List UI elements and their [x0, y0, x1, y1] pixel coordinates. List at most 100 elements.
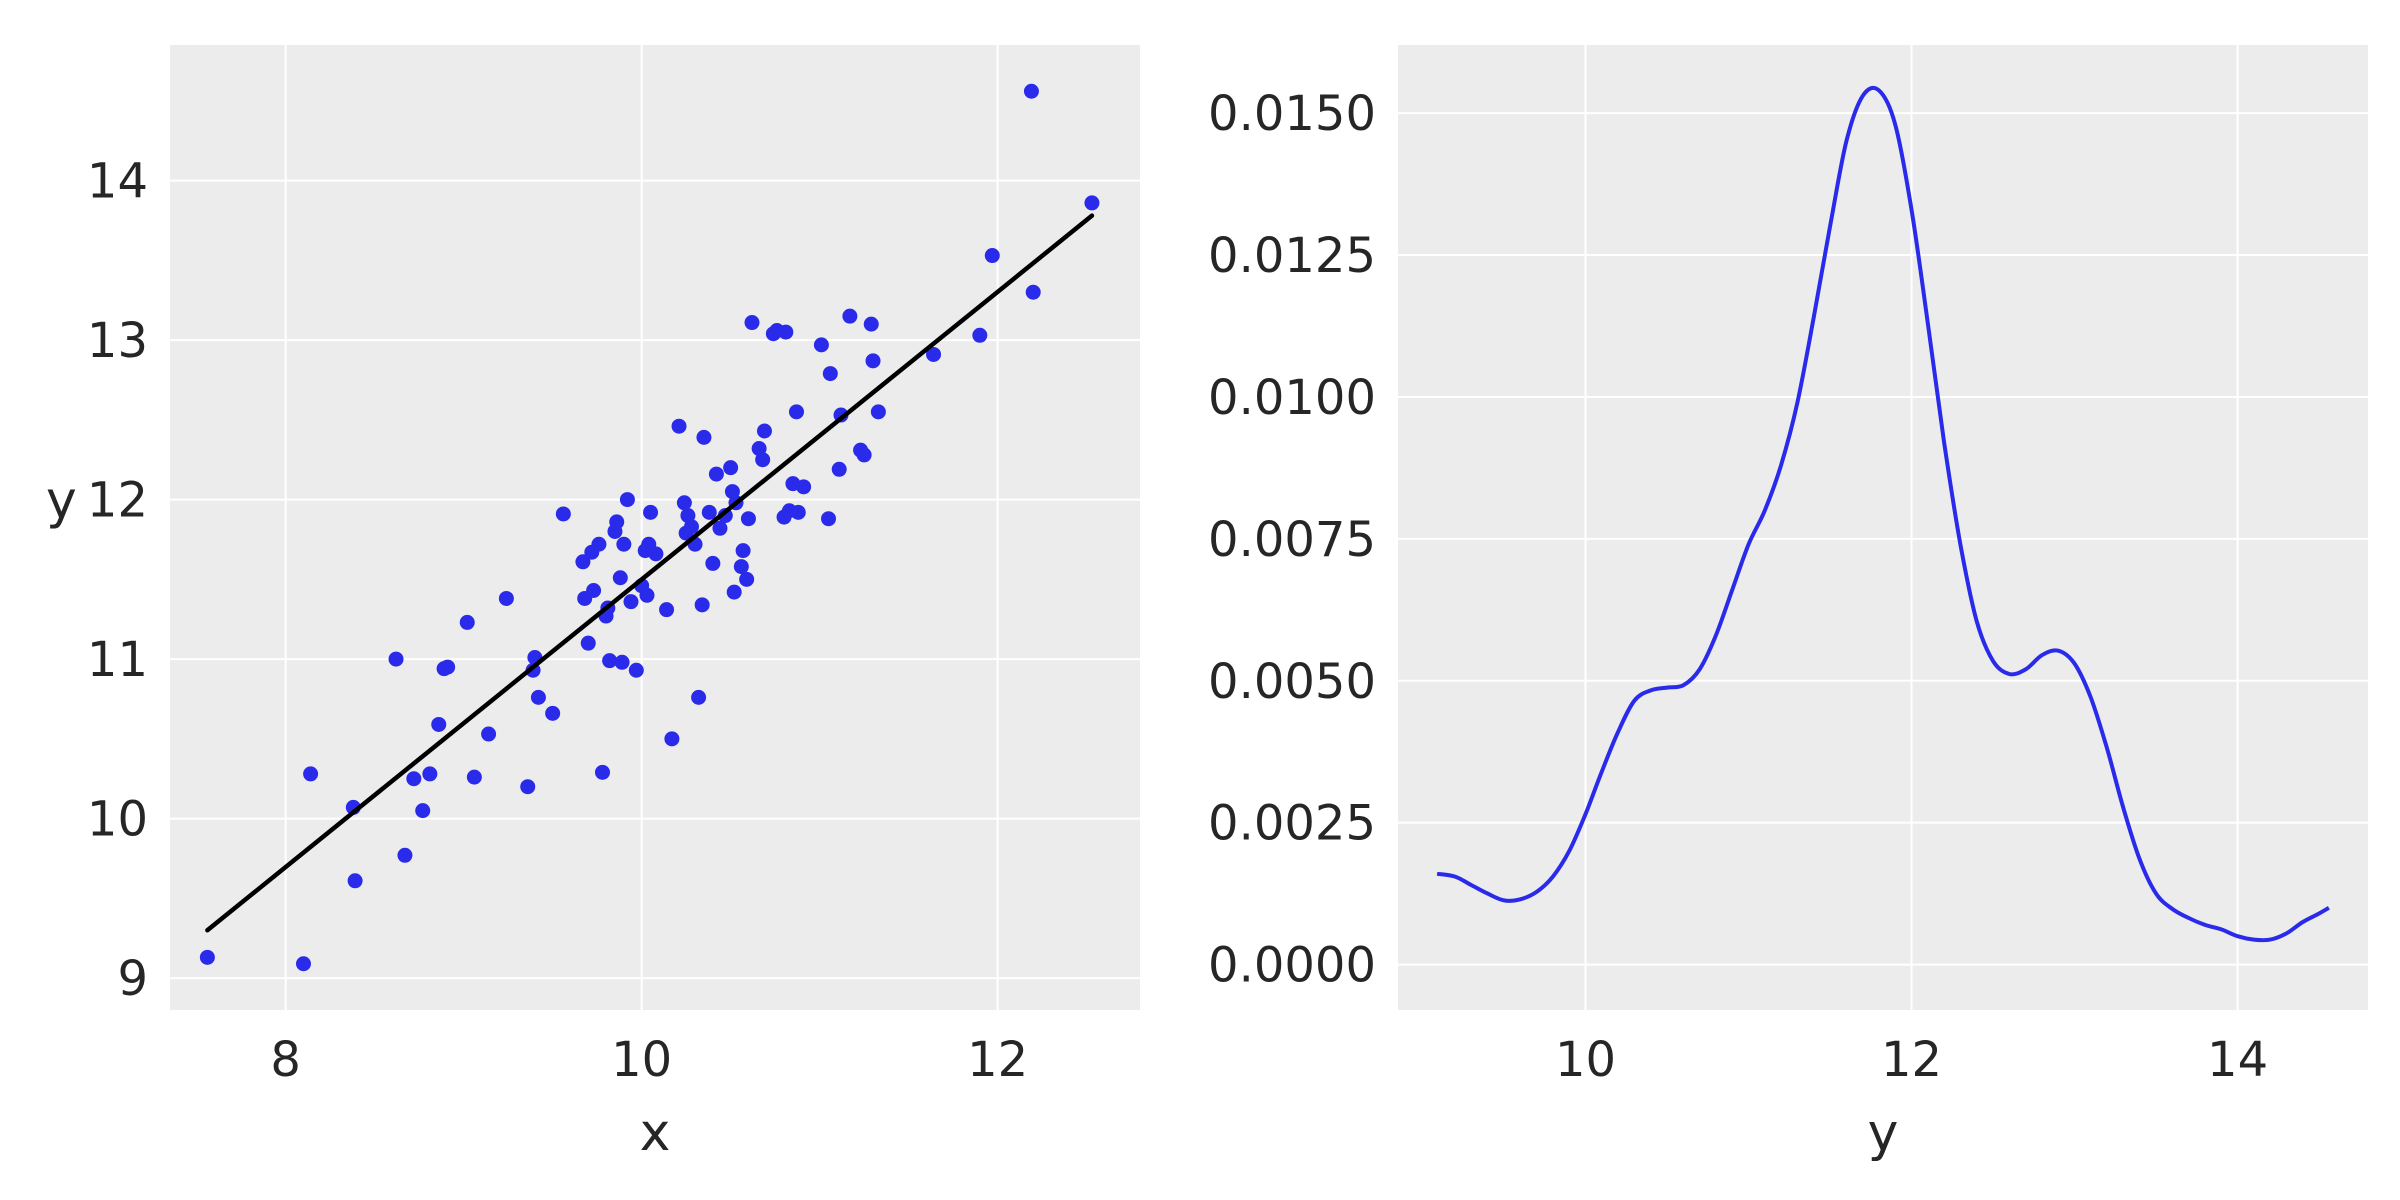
scatter-point [821, 511, 837, 527]
scatter-point [459, 614, 475, 630]
x-tick-label: 10 [1555, 1032, 1616, 1088]
scatter-point [755, 452, 771, 468]
y-tick-label: 12 [87, 473, 148, 529]
scatter-point [498, 590, 514, 606]
scatter-point [440, 659, 456, 675]
x-tick-label: 12 [967, 1032, 1028, 1088]
plot-area [170, 45, 1140, 1010]
scatter-point [1025, 284, 1041, 300]
scatter-point [623, 594, 639, 610]
scatter-point [481, 726, 497, 742]
scatter-point [303, 766, 319, 782]
scatter-point [717, 508, 733, 524]
scatter-point [594, 764, 610, 780]
scatter-point [926, 346, 942, 362]
scatter-point [612, 570, 628, 586]
scatter-point [347, 873, 363, 889]
scatter-point [870, 404, 886, 420]
scatter-point [616, 536, 632, 552]
scatter-point [701, 504, 717, 520]
scatter-point [466, 769, 482, 785]
y-tick-label: 0.0100 [1208, 370, 1376, 426]
scatter-point [591, 536, 607, 552]
y-tick-label: 0.0075 [1208, 512, 1376, 568]
scatter-point [1023, 83, 1039, 99]
y-tick-label: 0.0025 [1208, 796, 1376, 852]
scatter-point [586, 583, 602, 599]
plot-area [1398, 45, 2368, 1010]
scatter-point [520, 779, 536, 795]
scatter-point [575, 554, 591, 570]
scatter-point [790, 504, 806, 520]
scatter-point [788, 404, 804, 420]
scatter-point [614, 654, 630, 670]
scatter-point [659, 602, 675, 618]
scatter-point [972, 327, 988, 343]
scatter-point [530, 689, 546, 705]
scatter-point [397, 847, 413, 863]
scatter-point [664, 731, 680, 747]
scatter-point [696, 429, 712, 445]
x-tick-label: 10 [611, 1032, 672, 1088]
scatter-point [431, 716, 447, 732]
scatter-point [628, 662, 644, 678]
scatter-point [639, 587, 655, 603]
scatter-point [199, 949, 215, 965]
y-tick-label: 9 [117, 951, 148, 1007]
scatter-point [602, 653, 618, 669]
y-tick-label: 11 [87, 632, 148, 688]
scatter-point [683, 519, 699, 535]
y-tick-label: 0.0125 [1208, 228, 1376, 284]
scatter-point [733, 559, 749, 575]
regression-line [205, 213, 1095, 933]
scatter-point [295, 956, 311, 972]
scatter-point [388, 651, 404, 667]
scatter-point [726, 584, 742, 600]
scatter-point [694, 597, 710, 613]
scatter-point [856, 447, 872, 463]
scatter-point [643, 504, 659, 520]
x-axis-label: x [640, 1103, 671, 1163]
scatter-point [415, 803, 431, 819]
scatter-point [676, 495, 692, 511]
scatter-point [580, 635, 596, 651]
scatter-point [739, 571, 755, 587]
scatter-point [740, 511, 756, 527]
x-tick-label: 12 [1881, 1032, 1942, 1088]
x-axis-label: y [1868, 1103, 1899, 1163]
y-tick-label: 13 [87, 313, 148, 369]
y-tick-label: 0.0000 [1208, 938, 1376, 994]
y-tick-label: 0.0150 [1208, 86, 1376, 142]
scatter-point [831, 461, 847, 477]
scatter-point [619, 492, 635, 508]
scatter-point [744, 315, 760, 331]
y-axis-label: y [46, 471, 77, 531]
scatter-point [691, 689, 707, 705]
scatter-point [545, 705, 561, 721]
scatter-point [813, 337, 829, 353]
scatter-point [671, 418, 687, 434]
scatter-point [863, 316, 879, 332]
y-tick-label: 0.0050 [1208, 654, 1376, 710]
scatter-point [822, 366, 838, 382]
density-curve [1436, 85, 2330, 943]
scatter-point [1084, 195, 1100, 211]
scatter-point [796, 479, 812, 495]
density-panel: 10 12 14 0.0000 0.0025 0.0050 0.0075 0.0100 0.01… [1208, 45, 2368, 1163]
scatter-point [842, 308, 858, 324]
y-tick-label: 10 [87, 792, 148, 848]
scatter-point [609, 514, 625, 530]
scatter-point [756, 423, 772, 439]
scatter-point [422, 766, 438, 782]
scatter-point [984, 248, 1000, 264]
scatter-point [723, 460, 739, 476]
scatter-point [705, 555, 721, 571]
y-tick-label: 14 [87, 154, 148, 210]
scatter-point [406, 771, 422, 787]
scatter-point [865, 353, 881, 369]
scatter-point [648, 546, 664, 562]
scatter-point [708, 466, 724, 482]
x-tick-label: 14 [2207, 1032, 2268, 1088]
scatter-point [778, 324, 794, 340]
